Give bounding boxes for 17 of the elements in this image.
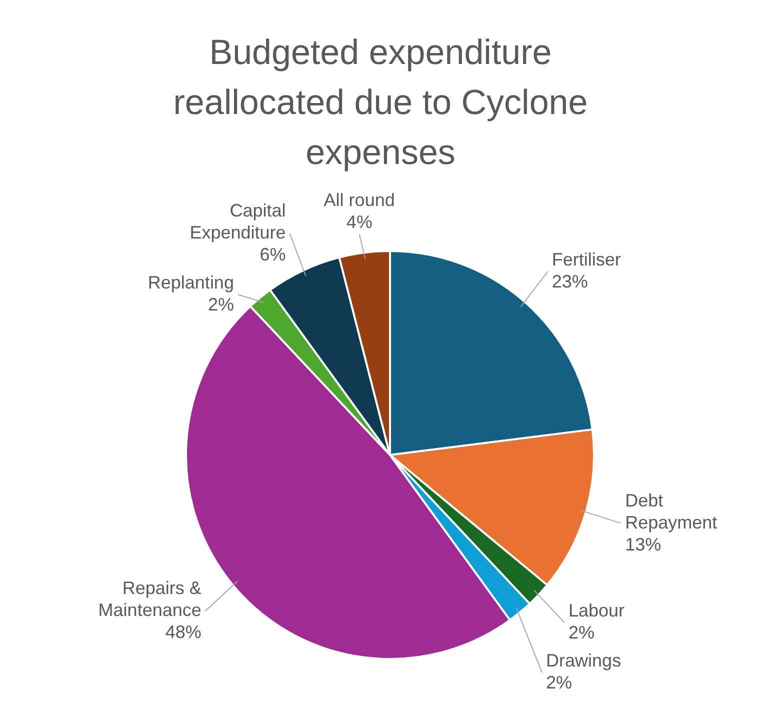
chart-title: Budgeted expenditure reallocated due to Cyclone expenses [172,32,589,174]
slice-label: Fertiliser [552,249,621,270]
slice-label: Replanting [148,272,234,292]
data-label: 48% [165,622,202,642]
slice-label: Drawings [546,650,622,671]
data-label: 6% [260,244,286,264]
slice-label: Capital Expenditure [190,200,286,242]
data-label: 23% [552,271,588,292]
slice-label: Labour [568,600,625,621]
slice-label: Debt Repayment [625,490,718,532]
data-label: 2% [208,294,234,314]
slice-label: Repairs & Maintenance [98,578,202,620]
data-label: 2% [546,672,572,693]
data-label: 4% [346,212,372,232]
slice-label: All round [324,190,395,210]
data-label: 2% [568,622,594,643]
data-label: 13% [625,534,662,554]
